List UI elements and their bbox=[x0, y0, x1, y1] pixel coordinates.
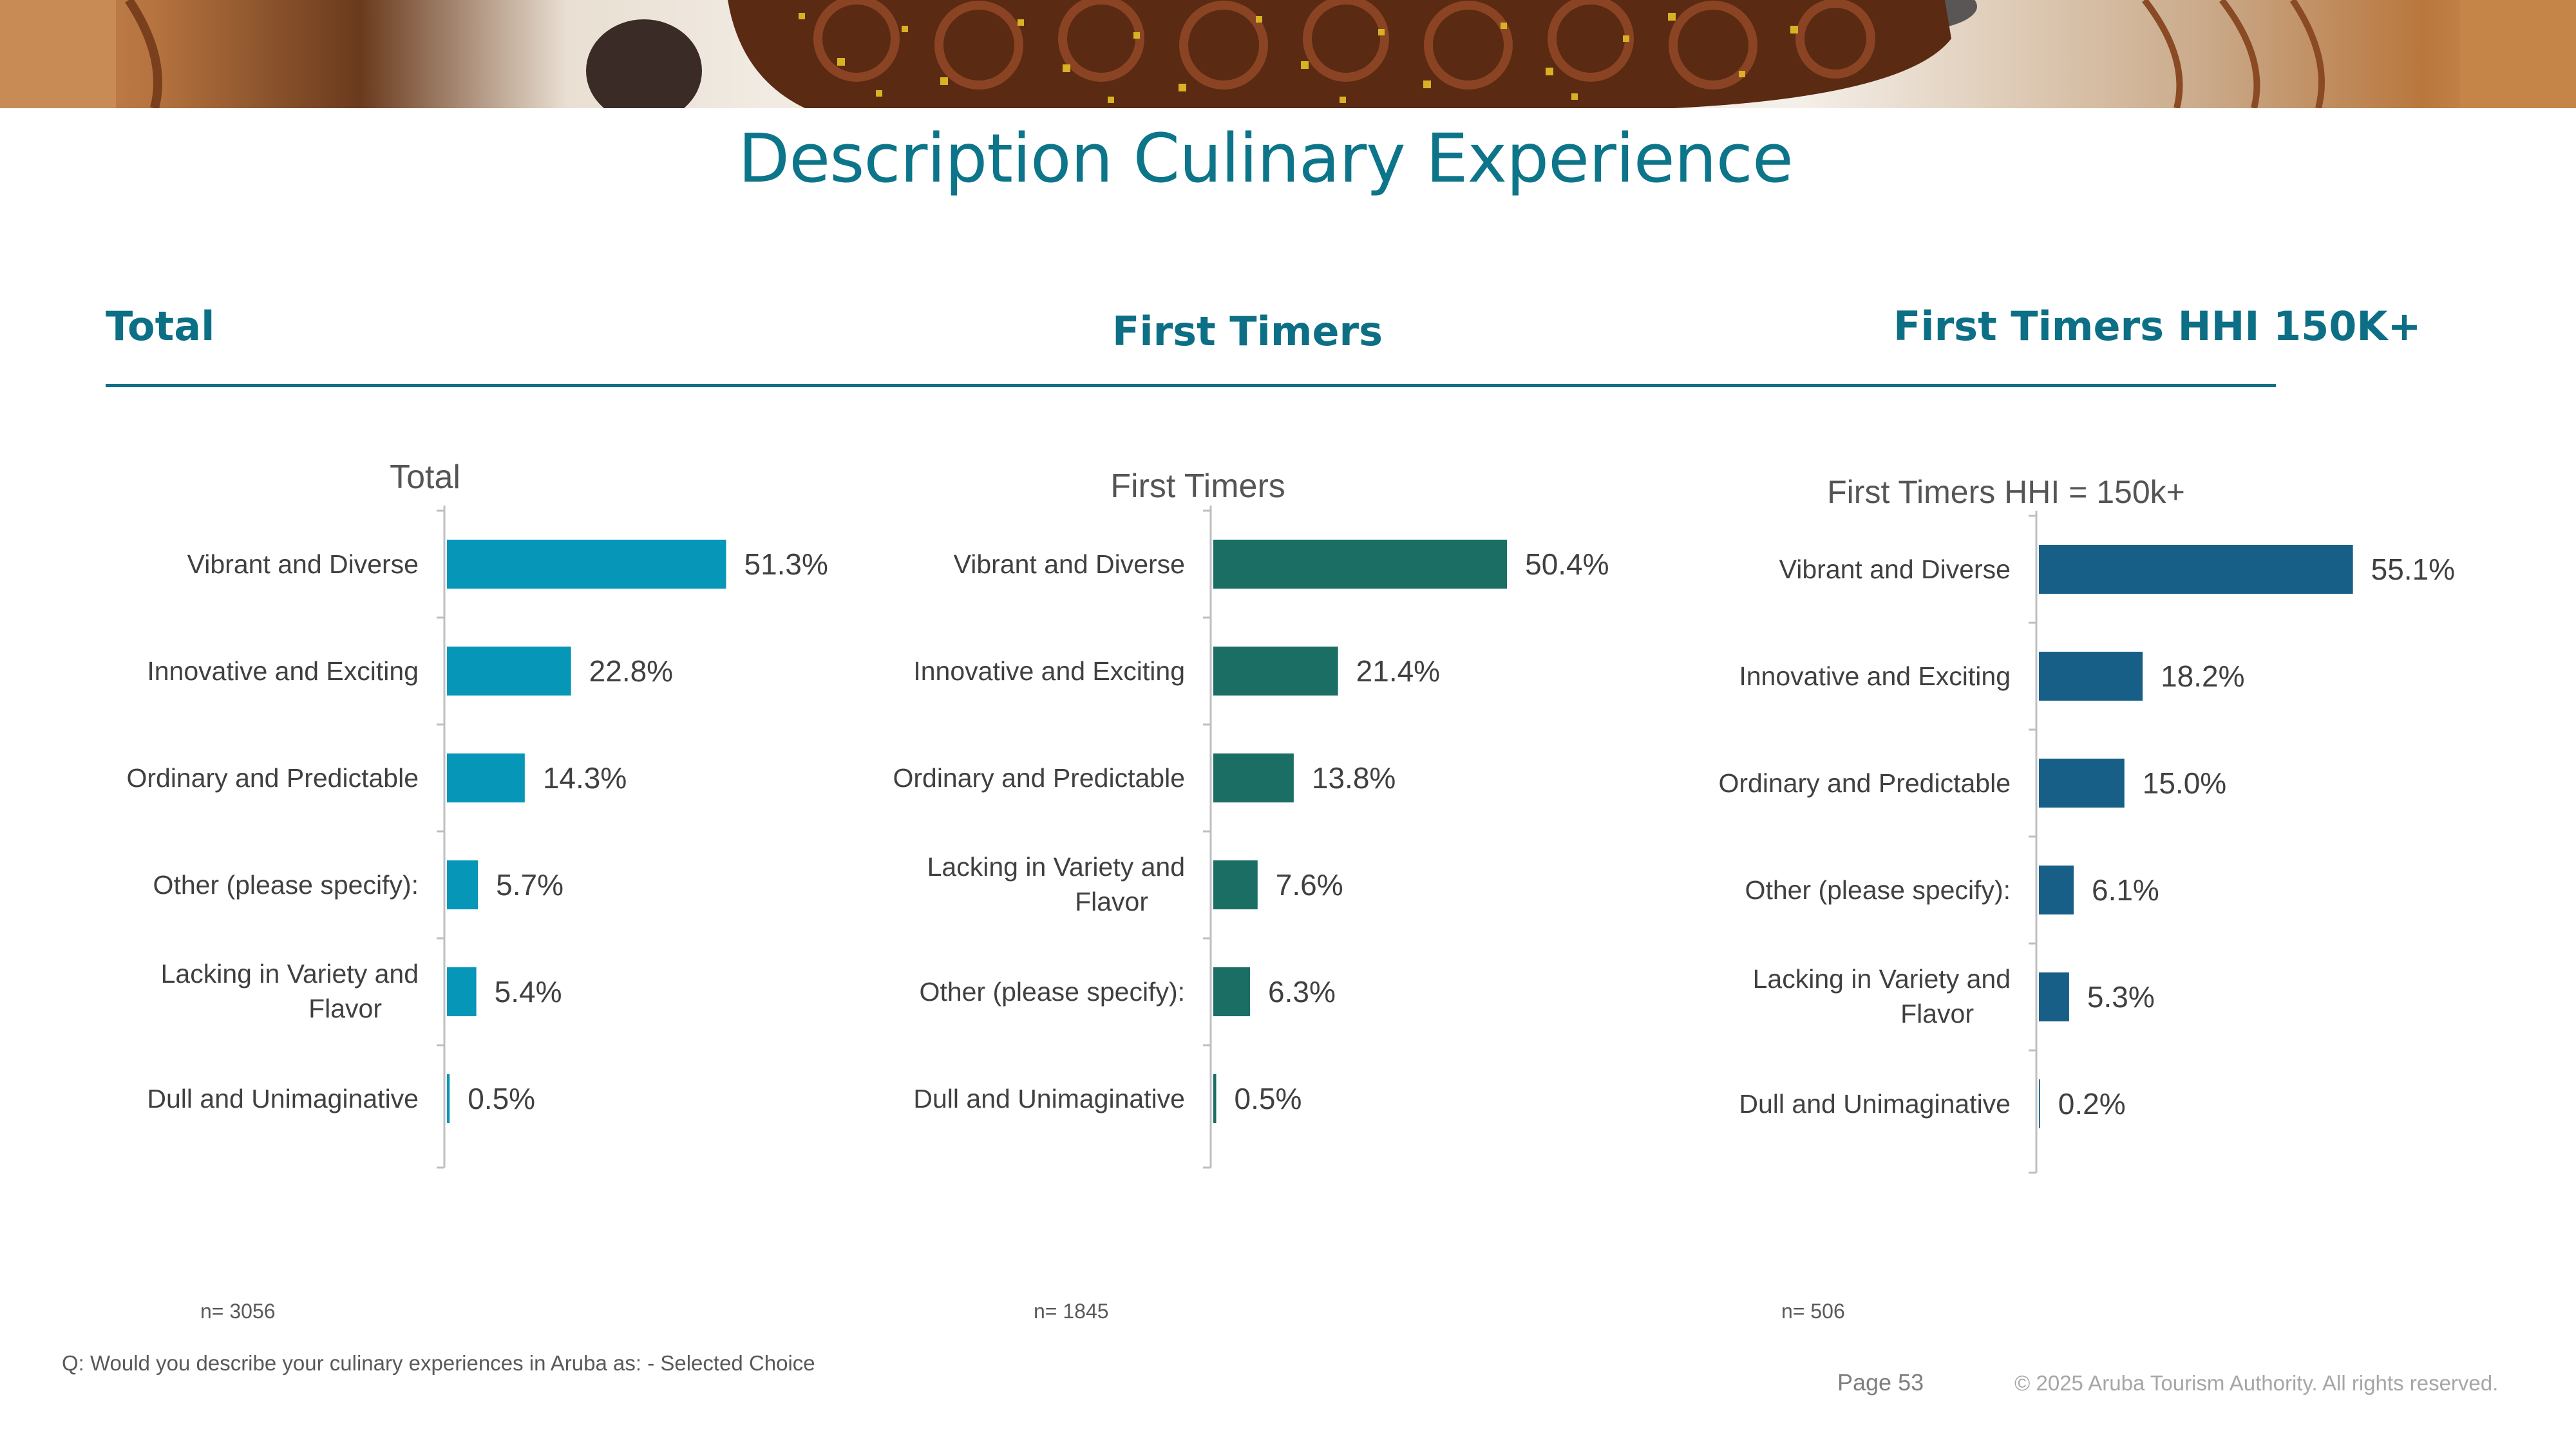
bar bbox=[2039, 759, 2125, 808]
category-label: Ordinary and Predictable bbox=[893, 763, 1185, 793]
category-label: Innovative and Exciting bbox=[1739, 661, 2011, 691]
bar bbox=[447, 967, 477, 1016]
bar bbox=[447, 1074, 450, 1123]
section-heading-first-timers-hhi: First Timers HHI 150K+ bbox=[1893, 303, 2421, 350]
bar-chart-total: Total Vibrant and Diverse 51.3% Innovative … bbox=[126, 459, 828, 1169]
value-label: 15.0% bbox=[2143, 766, 2226, 800]
sample-size-total: n= 3056 bbox=[200, 1300, 276, 1323]
category-label-line: Lacking in Variety and bbox=[927, 852, 1185, 882]
category-label: Vibrant and Diverse bbox=[954, 549, 1185, 579]
category-label: Dull and Unimaginative bbox=[1739, 1089, 2011, 1119]
category-label: Other (please specify): bbox=[1745, 875, 2011, 905]
bar bbox=[447, 540, 726, 589]
chart-total: Total Vibrant and Diverse 51.3% Innovative … bbox=[64, 444, 869, 1191]
chart-title: First Timers bbox=[1110, 468, 1285, 505]
header-photo-banner bbox=[0, 0, 2576, 108]
survey-question-footnote: Q: Would you describe your culinary expe… bbox=[62, 1351, 815, 1375]
category-label: Other (please specify): bbox=[920, 977, 1185, 1007]
value-label: 22.8% bbox=[589, 654, 673, 688]
category-label: Innovative and Exciting bbox=[913, 656, 1185, 686]
chart-title: Total bbox=[390, 459, 460, 496]
section-heading-first-timers: First Timers bbox=[1112, 308, 1383, 355]
bar bbox=[1213, 647, 1338, 696]
value-label: 0.5% bbox=[468, 1082, 535, 1115]
value-label: 7.6% bbox=[1276, 868, 1343, 902]
category-label: Vibrant and Diverse bbox=[187, 549, 419, 579]
chart-title: First Timers HHI = 150k+ bbox=[1827, 474, 2185, 510]
bar bbox=[2039, 972, 2069, 1021]
value-label: 13.8% bbox=[1312, 761, 1396, 795]
bar-chart-first-timers-hhi: First Timers HHI = 150k+ Vibrant and Dive… bbox=[1718, 474, 2455, 1174]
sample-size-first-timers-hhi: n= 506 bbox=[1781, 1300, 1845, 1323]
category-label: Vibrant and Diverse bbox=[1779, 554, 2011, 584]
value-label: 5.3% bbox=[2087, 980, 2155, 1014]
value-label: 50.4% bbox=[1525, 547, 1609, 581]
category-label: Lacking in Variety and Flavor bbox=[927, 852, 1185, 916]
value-label: 55.1% bbox=[2371, 553, 2455, 586]
chart-first-timers: First Timers Vibrant and Diverse 50.4% Inno… bbox=[831, 444, 1636, 1191]
chocolate-dessert-photo bbox=[0, 0, 2576, 108]
page-title: Description Culinary Experience bbox=[738, 119, 1794, 198]
bar bbox=[2039, 545, 2353, 594]
bar bbox=[447, 647, 571, 696]
value-label: 6.1% bbox=[2092, 873, 2159, 907]
category-label: Dull and Unimaginative bbox=[913, 1084, 1185, 1113]
copyright-notice: © 2025 Aruba Tourism Authority. All righ… bbox=[2014, 1371, 2499, 1395]
category-label: Dull and Unimaginative bbox=[147, 1084, 419, 1113]
value-label: 21.4% bbox=[1356, 654, 1440, 688]
category-label-line: Lacking in Variety and bbox=[161, 959, 419, 989]
category-label: Ordinary and Predictable bbox=[126, 763, 419, 793]
bar bbox=[1213, 967, 1251, 1016]
category-label: Innovative and Exciting bbox=[147, 656, 419, 686]
value-label: 6.3% bbox=[1268, 975, 1336, 1009]
bar bbox=[1213, 1074, 1217, 1123]
value-label: 0.2% bbox=[2058, 1087, 2126, 1121]
section-heading-total: Total bbox=[106, 303, 215, 350]
bar-chart-first-timers: First Timers Vibrant and Diverse 50.4% Inno… bbox=[893, 468, 1609, 1169]
value-label: 18.2% bbox=[2161, 659, 2244, 693]
category-label: Other (please specify): bbox=[153, 870, 419, 900]
value-label: 0.5% bbox=[1235, 1082, 1302, 1115]
bar bbox=[1213, 860, 1258, 909]
category-label-line: Lacking in Variety and bbox=[1753, 964, 2011, 994]
section-divider-line bbox=[106, 384, 2276, 387]
page-number: Page 53 bbox=[1837, 1369, 1924, 1396]
category-label: Lacking in Variety and Flavor bbox=[1753, 964, 2011, 1028]
category-label-line: Flavor bbox=[308, 994, 382, 1023]
bar bbox=[2039, 652, 2143, 701]
category-label-line: Flavor bbox=[1075, 887, 1148, 916]
bar bbox=[1213, 753, 1294, 802]
value-label: 5.4% bbox=[495, 975, 562, 1009]
value-label: 5.7% bbox=[496, 868, 564, 902]
bar bbox=[1213, 540, 1508, 589]
category-label: Ordinary and Predictable bbox=[1718, 768, 2011, 798]
bar bbox=[2039, 1079, 2040, 1128]
chart-first-timers-hhi: First Timers HHI = 150k+ Vibrant and Dive… bbox=[1642, 450, 2479, 1197]
bar bbox=[447, 753, 525, 802]
category-label-line: Flavor bbox=[1900, 999, 1974, 1028]
bar bbox=[447, 860, 478, 909]
value-label: 51.3% bbox=[744, 547, 828, 581]
value-label: 14.3% bbox=[543, 761, 627, 795]
category-label: Lacking in Variety and Flavor bbox=[161, 959, 419, 1023]
bar bbox=[2039, 866, 2074, 914]
sample-size-first-timers: n= 1845 bbox=[1034, 1300, 1109, 1323]
